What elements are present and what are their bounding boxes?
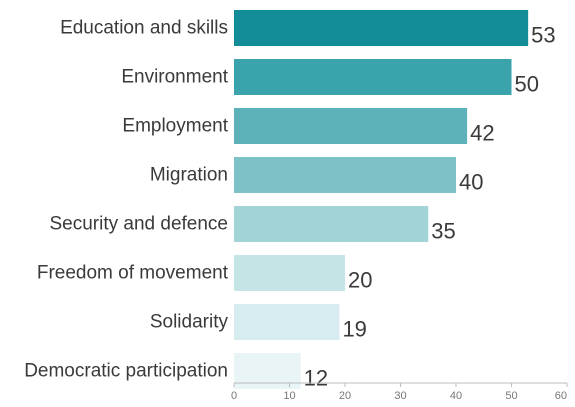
category-label: Migration: [150, 165, 228, 186]
x-axis-ticks-group: 0 10 20 30 40 50 60: [231, 383, 568, 402]
bar-2: [234, 108, 468, 144]
value-label: 40: [459, 170, 483, 195]
value-label: 50: [515, 72, 539, 97]
category-label: Education and skills: [60, 18, 228, 39]
category-label: Employment: [122, 116, 228, 137]
x-tick-label: 0: [231, 390, 237, 402]
x-tick-label: 40: [450, 390, 462, 402]
value-label: 12: [304, 366, 328, 391]
bar-5: [234, 255, 345, 291]
value-label: 35: [431, 219, 455, 244]
value-label: 20: [348, 268, 372, 293]
bar-4: [234, 206, 429, 242]
x-tick-label: 30: [394, 390, 406, 402]
category-labels-group: Education and skills Environment Employmen…: [24, 18, 229, 382]
bars-group: [234, 10, 529, 389]
x-tick-label: 20: [339, 390, 351, 402]
category-label: Democratic participation: [24, 361, 228, 382]
category-label: Environment: [121, 67, 228, 88]
x-tick-label: 10: [283, 390, 295, 402]
bar-3: [234, 157, 456, 193]
category-label: Freedom of movement: [37, 263, 229, 284]
x-tick-label: 50: [505, 390, 517, 402]
value-label: 53: [531, 23, 555, 48]
category-label: Security and defence: [49, 214, 228, 235]
value-label: 19: [342, 317, 366, 342]
category-label: Solidarity: [150, 312, 229, 333]
bar-6: [234, 304, 340, 340]
bar-7: [234, 353, 301, 389]
value-label: 42: [470, 121, 494, 146]
bar-1: [234, 59, 512, 95]
x-tick-label: 60: [555, 390, 567, 402]
bar-0: [234, 10, 529, 46]
